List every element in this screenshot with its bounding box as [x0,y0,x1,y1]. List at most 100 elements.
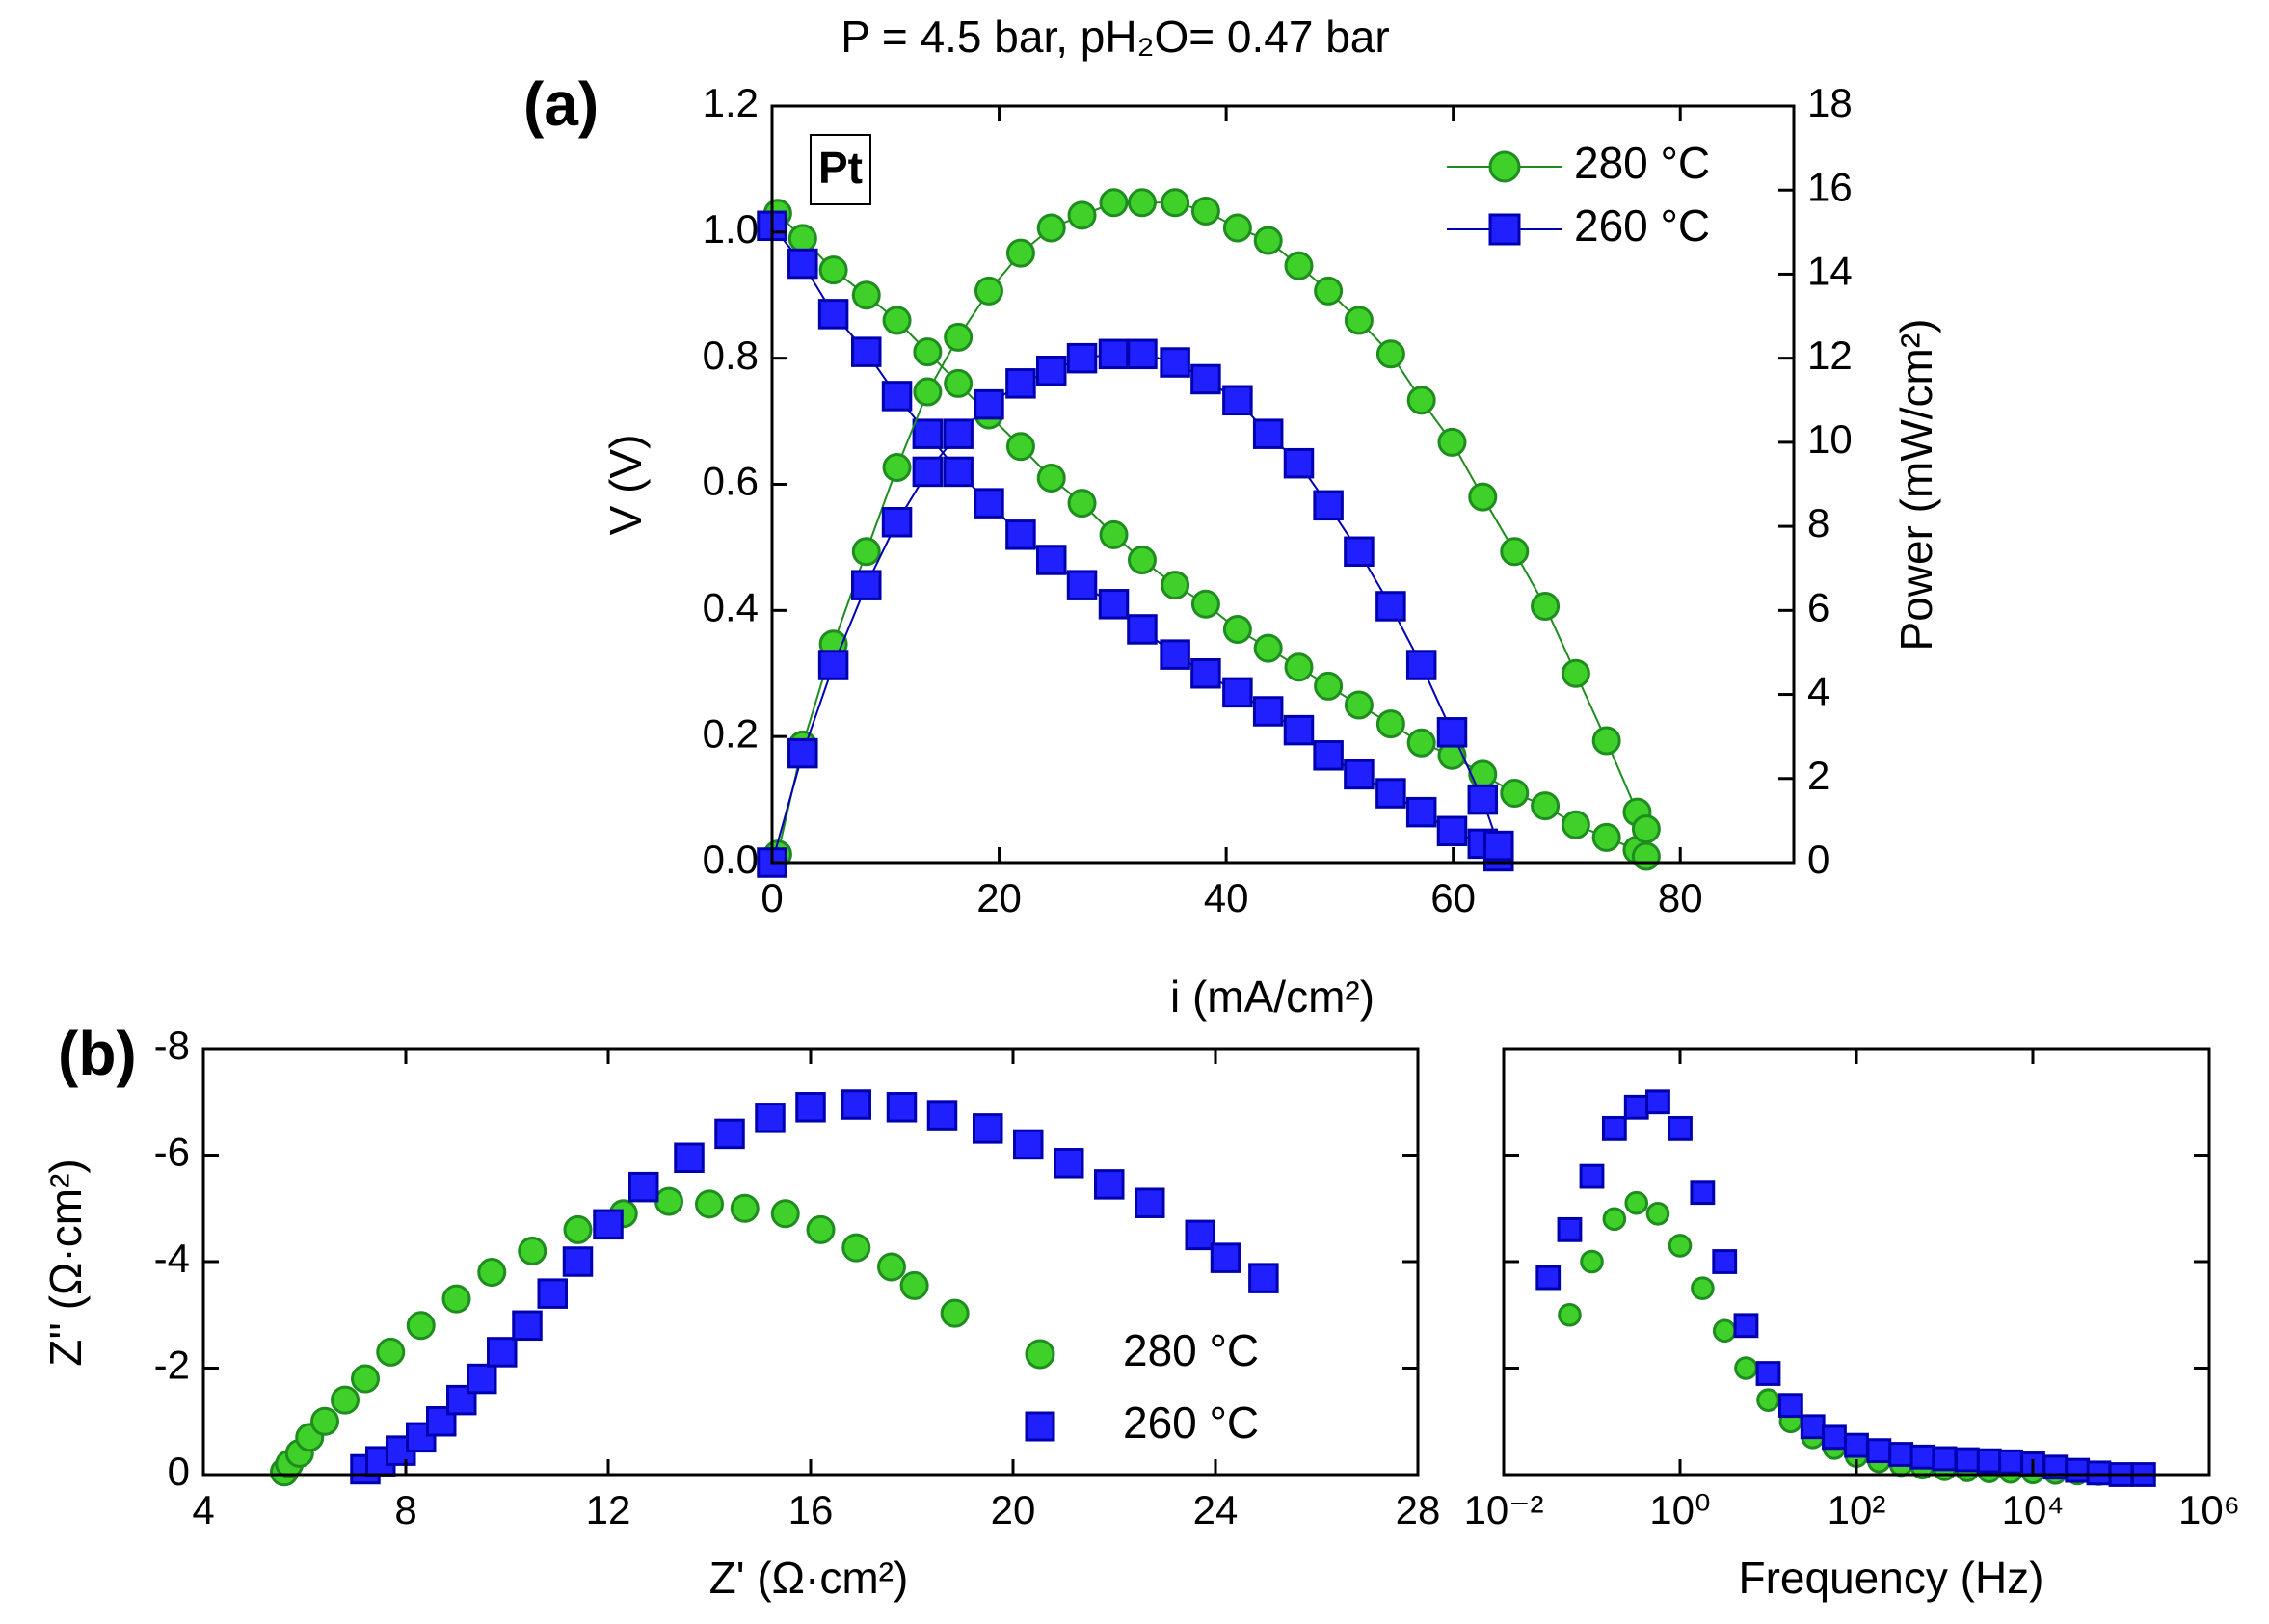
data-point [1005,519,1036,550]
data-point [787,224,817,253]
annotation: Pt [818,143,863,193]
x-tick-label: 10⁶ [2178,1487,2240,1532]
data-point [1127,546,1157,574]
x-tick-label: 24 [1193,1487,1239,1532]
data-point [1645,1201,1670,1226]
data-point [1344,536,1375,568]
data-point [1800,1414,1826,1440]
data-point [487,1337,518,1368]
data-point [841,1233,871,1263]
data-point [1822,1424,1847,1451]
y2-tick-label: 12 [1807,333,1853,378]
data-point [1668,1115,1693,1141]
y-tick-label: -6 [154,1130,190,1175]
data-point [1755,1361,1781,1386]
data-point [1668,1234,1693,1258]
data-point [944,368,974,398]
data-point [1631,814,1661,844]
x-tick-label: 4 [192,1487,214,1532]
legend-marker [1025,1411,1055,1442]
data-point [714,1118,745,1150]
data-point [1561,658,1590,688]
data-point [1252,418,1284,449]
data-point [1375,709,1405,739]
data-point [2086,1460,2112,1486]
data-point [1036,463,1066,493]
data-point [1591,822,1621,852]
data-point [1631,841,1661,871]
data-point [1190,363,1221,395]
data-point [593,1209,624,1240]
data-point [817,299,849,330]
data-point [1888,1442,1914,1467]
data-point [1601,1115,1627,1141]
data-point [1580,1249,1604,1274]
y2-tick-label: 18 [1807,80,1853,125]
data-point [1284,652,1314,682]
data-point [912,418,944,449]
data-point [787,248,818,280]
data-point [943,418,974,449]
data-point [913,377,943,407]
legend-marker [1488,150,1521,183]
data-point [1314,276,1344,306]
data-point [1098,338,1130,370]
data-point [1314,671,1344,701]
data-point [1535,1265,1562,1291]
data-point [562,1246,594,1277]
data-point [1437,427,1467,457]
y-axis-label: Z'' (Ω·cm²) [40,1158,91,1366]
y-tick-label: 0.8 [703,333,759,378]
data-point [1712,1249,1738,1274]
data-point [1099,519,1129,549]
legend-marker [1488,213,1521,246]
data-point [1375,778,1406,809]
data-point [1066,342,1098,374]
data-point [1161,188,1190,218]
data-point [1161,571,1190,600]
data-point [1406,728,1436,758]
data-point [1222,677,1253,708]
data-point [944,322,974,352]
data-point [881,507,913,538]
x-tick-label: 20 [991,1487,1036,1532]
data-point [1344,690,1374,720]
data-point [537,1278,568,1309]
x-tick-label: 12 [586,1487,631,1532]
data-point [1712,1318,1737,1344]
data-point [1579,1163,1605,1189]
x-axis-label: Frequency (Hz) [1739,1553,2044,1603]
x-tick-label: 80 [1658,875,1703,920]
data-point [1375,339,1405,369]
data-point [1344,759,1375,790]
data-point [1005,432,1035,462]
data-point [913,337,943,367]
x-tick-label: 10² [1828,1487,1886,1532]
data-point [1500,537,1530,567]
data-point [512,1310,543,1342]
data-point [770,1199,800,1229]
data-point [806,1214,836,1244]
y-axis-label: V (V) [601,435,651,536]
data-point [563,1214,593,1244]
y-tick-label: 0.6 [703,459,759,504]
data-point [1284,251,1314,280]
data-point [851,537,881,567]
data-point [674,1142,705,1174]
data-point [1733,1313,1759,1339]
data-point [1067,489,1097,519]
data-point [1734,1356,1758,1380]
data-point [1483,830,1514,862]
data-point [1035,356,1067,386]
data-point [1909,1444,1935,1470]
data-point [1777,1393,1803,1419]
data-point [1283,714,1315,746]
data-point [695,1189,724,1219]
data-point [974,388,1004,420]
data-point [851,570,882,600]
data-point [1468,759,1498,789]
data-point [518,1236,547,1265]
y2-tick-label: 2 [1807,753,1829,798]
data-point [1602,1207,1627,1232]
data-point [912,456,944,488]
